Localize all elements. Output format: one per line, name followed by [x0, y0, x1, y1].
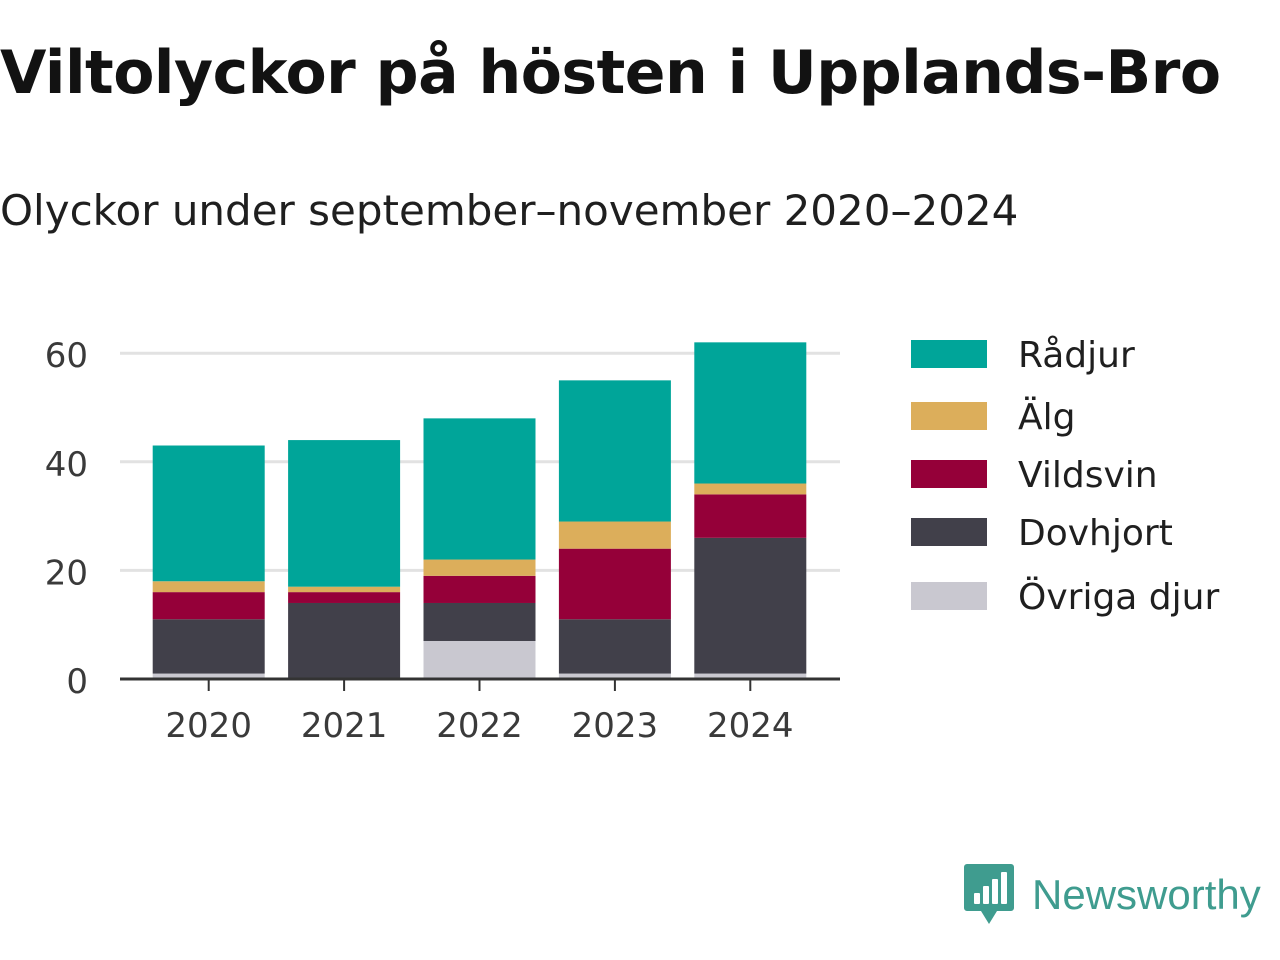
- legend-swatch: [911, 340, 987, 368]
- legend-swatch: [911, 582, 987, 610]
- legend-swatch: [911, 402, 987, 430]
- bar-segment: [288, 602, 401, 679]
- legend-swatch: [911, 460, 987, 488]
- x-tick-label: 2021: [301, 706, 388, 746]
- chart-title: Viltolyckor på hösten i Upplands-Bro: [0, 38, 1221, 108]
- x-tick-label: 2020: [165, 706, 252, 746]
- y-tick-label: 20: [45, 553, 88, 593]
- newsworthy-logo-icon: [964, 864, 1014, 924]
- bar-segment: [423, 418, 536, 560]
- legend-label: Vildsvin: [1018, 455, 1158, 496]
- bar-segment: [558, 548, 671, 620]
- y-tick-label: 60: [45, 336, 88, 376]
- x-tick-label: 2022: [436, 706, 523, 746]
- bar-segment: [288, 586, 401, 593]
- legend-label: Dovhjort: [1018, 513, 1173, 554]
- bar-segment: [288, 440, 401, 587]
- bar-segment: [558, 380, 671, 522]
- bar-segment: [558, 521, 671, 549]
- legend-label: Övriga djur: [1018, 576, 1219, 618]
- bar-segment: [152, 581, 265, 593]
- legend-label: Älg: [1018, 396, 1075, 438]
- legend-label: Rådjur: [1018, 335, 1135, 376]
- legend-swatch: [911, 518, 987, 546]
- bar-segment: [694, 494, 807, 538]
- bar-segment: [694, 342, 807, 484]
- y-tick-label: 0: [66, 662, 88, 702]
- bar-segment: [423, 575, 536, 603]
- bar-segment: [152, 592, 265, 620]
- bar-segment: [423, 640, 536, 679]
- bar-segment: [423, 559, 536, 576]
- bar-segment: [288, 592, 401, 603]
- bar-segment: [152, 445, 265, 582]
- bar-segment: [694, 537, 807, 674]
- bar-segment: [152, 673, 265, 679]
- chart-subtitle: Olyckor under september–november 2020–20…: [0, 186, 1019, 235]
- x-tick-label: 2023: [572, 706, 659, 746]
- brand-logo: Newsworthy: [964, 864, 1261, 926]
- bar-segment: [423, 602, 536, 641]
- bar-segment: [558, 673, 671, 679]
- x-tick-label: 2024: [707, 706, 794, 746]
- y-tick-label: 40: [45, 445, 88, 485]
- bar-segment: [694, 673, 807, 679]
- bar-segment: [694, 483, 807, 495]
- brand-name: Newsworthy: [1032, 871, 1261, 918]
- bar-segment: [152, 619, 265, 674]
- bar-segment: [558, 619, 671, 674]
